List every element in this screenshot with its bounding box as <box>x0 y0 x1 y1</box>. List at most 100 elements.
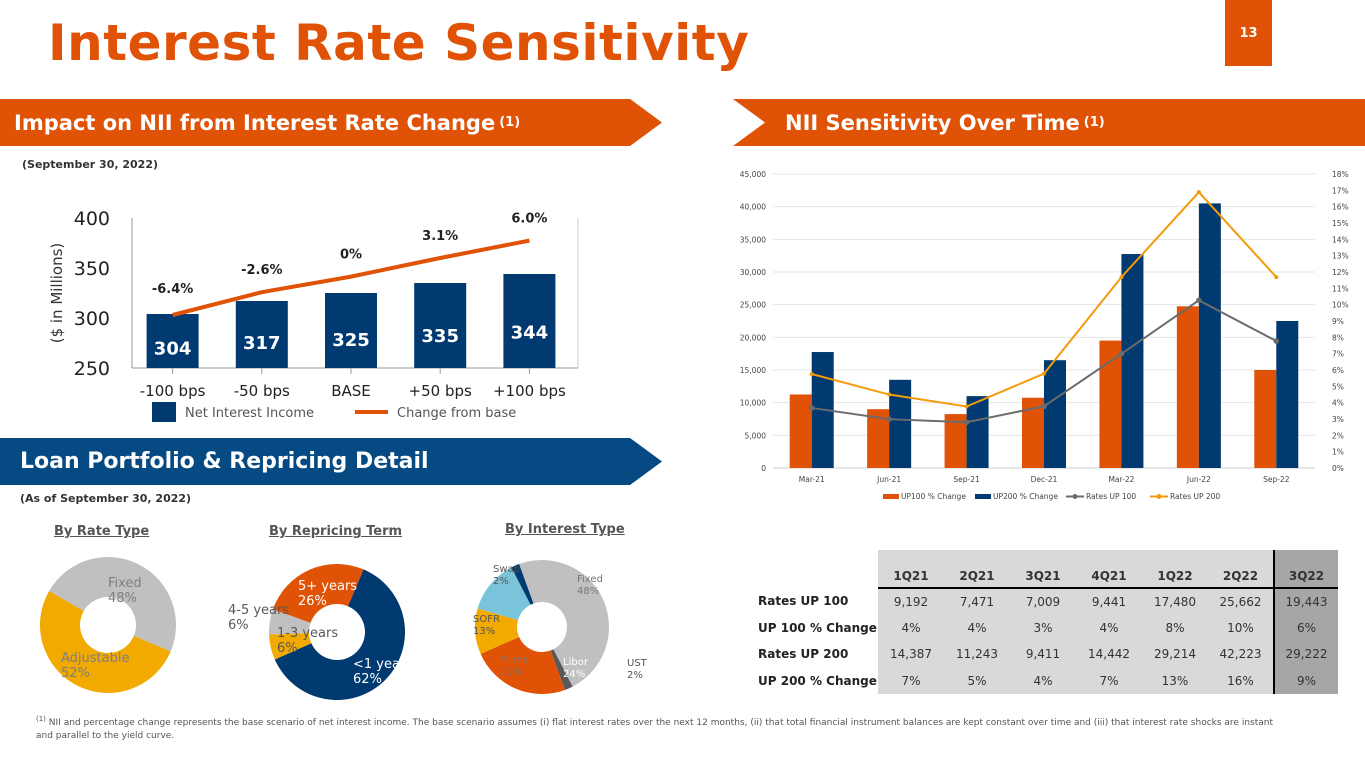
right-tick-label: 2% <box>1332 431 1344 440</box>
table-cell: 16% <box>1208 667 1274 694</box>
y-tick-label: 350 <box>74 258 110 280</box>
change-label: 0% <box>340 248 362 263</box>
column-header: 2Q22 <box>1208 550 1274 589</box>
banner-text: Loan Portfolio & Repricing Detail <box>20 449 429 474</box>
footnote-marker: (1) <box>36 715 46 723</box>
left-tick-label: 0 <box>761 464 766 473</box>
x-tick-label: Mar-22 <box>1108 475 1134 484</box>
rates-up100-point <box>808 405 815 411</box>
change-label: 6.0% <box>511 212 547 227</box>
y-tick-label: 300 <box>74 308 110 330</box>
slice-value: 48% <box>108 591 137 606</box>
footnote-text: NII and percentage change represents the… <box>36 718 1274 741</box>
x-tick-label: +50 bps <box>409 382 472 400</box>
left-tick-label: 20,000 <box>740 333 766 342</box>
pie-title-rate-type: By Rate Type <box>54 524 150 539</box>
legend-label: UP100 % Change <box>901 492 966 501</box>
table-cell: 8% <box>1142 614 1208 641</box>
left-tick-label: 40,000 <box>740 203 766 212</box>
sensitivity-table: 1Q21 2Q21 3Q21 4Q21 1Q22 2Q22 3Q22 Rates… <box>750 550 1338 694</box>
interest-type-donut: Fixed48%UST2%Libor24%Prime11%SOFR13%Swap… <box>473 560 648 694</box>
slice-value: 2% <box>627 670 643 681</box>
row-label: Rates UP 100 <box>750 588 878 615</box>
slice-label: Adjustable <box>61 651 129 666</box>
slice-value: 52% <box>61 666 90 681</box>
table-cell: 7,009 <box>1010 588 1076 615</box>
legend-label: UP200 % Change <box>993 492 1058 501</box>
table-cell: 3% <box>1010 614 1076 641</box>
date-note: (September 30, 2022) <box>22 158 159 171</box>
column-header: 4Q21 <box>1076 550 1142 589</box>
table-cell: 9% <box>1273 667 1338 694</box>
slice-value: 11% <box>500 667 522 678</box>
up100-pct-bar <box>1254 370 1277 468</box>
rates-up100-point <box>886 416 892 422</box>
table-cell: 9,441 <box>1076 588 1142 615</box>
donut-slice <box>269 609 311 635</box>
left-tick-label: 35,000 <box>740 235 766 244</box>
page-title: Interest Rate Sensitivity <box>48 14 750 72</box>
left-tick-label: 25,000 <box>740 301 766 310</box>
column-header: 3Q21 <box>1010 550 1076 589</box>
table-cell: 7% <box>878 667 944 694</box>
slice-label: Libor <box>563 657 589 668</box>
x-tick-label: Dec-21 <box>1031 475 1058 484</box>
column-header: 1Q22 <box>1142 550 1208 589</box>
table-cell: 4% <box>878 614 944 641</box>
nii-bar <box>235 301 288 368</box>
change-from-base-line <box>172 238 530 317</box>
x-tick-label: Sep-22 <box>1263 475 1290 484</box>
right-tick-label: 10% <box>1332 301 1349 310</box>
banner-text: NII Sensitivity Over Time <box>785 110 1080 135</box>
slice-value: 48% <box>577 586 599 597</box>
footnote-ref: (1) <box>1083 115 1105 130</box>
legend-label-nii: Net Interest Income <box>185 406 314 421</box>
y-tick-label: 250 <box>74 358 110 380</box>
table-cell: 4% <box>1010 667 1076 694</box>
donut-slice <box>550 649 573 690</box>
slice-label: Swap <box>493 564 520 575</box>
slice-label: UST <box>627 658 648 669</box>
left-tick-label: 30,000 <box>740 268 766 277</box>
footnote-ref: (1) <box>499 115 521 130</box>
nii-bar <box>146 314 199 368</box>
table-cell: 6% <box>1273 614 1338 641</box>
table-header-row: 1Q21 2Q21 3Q21 4Q21 1Q22 2Q22 3Q22 <box>750 550 1338 589</box>
table-row: Rates UP 100 9,192 7,471 7,009 9,441 17,480 25… <box>750 588 1338 615</box>
slice-label: Fixed <box>108 576 142 591</box>
nii-bar <box>503 274 556 368</box>
x-tick-label: +100 bps <box>493 382 566 400</box>
bar-value-label: 335 <box>421 326 459 347</box>
rates-up100-point <box>963 419 970 426</box>
table-cell: 5% <box>944 667 1010 694</box>
right-tick-label: 16% <box>1332 203 1349 212</box>
up100-pct-bar <box>1176 306 1199 468</box>
row-label: UP 100 % Change <box>750 614 878 641</box>
change-label: 3.1% <box>422 229 458 244</box>
legend-marker <box>1156 494 1162 499</box>
x-tick-label: -50 bps <box>234 382 290 400</box>
table-corner <box>750 550 878 588</box>
column-header: 2Q21 <box>944 550 1010 589</box>
nii-bar <box>325 293 377 368</box>
rates-up200-point <box>1196 190 1201 195</box>
x-tick-label: BASE <box>331 382 371 400</box>
table-cell: 17,480 <box>1142 588 1208 615</box>
right-tick-label: 7% <box>1332 350 1344 359</box>
x-tick-label: Jun-21 <box>876 475 901 484</box>
table-cell: 7% <box>1076 667 1142 694</box>
donut-slice <box>519 560 609 687</box>
legend-label: Rates UP 200 <box>1170 492 1220 501</box>
left-tick-label: 15,000 <box>740 366 766 375</box>
bar-value-label: 344 <box>511 322 549 343</box>
right-tick-label: 8% <box>1332 333 1344 342</box>
table-row: UP 200 % Change 7% 5% 4% 7% 13% 16% 9% <box>750 667 1338 694</box>
table-row: Rates UP 200 14,387 11,243 9,411 14,442 29,21… <box>750 641 1338 668</box>
table-cell: 10% <box>1208 614 1274 641</box>
right-tick-label: 11% <box>1332 284 1349 293</box>
table-cell: 9,192 <box>878 588 944 615</box>
table-cell: 13% <box>1142 667 1208 694</box>
change-label: -6.4% <box>152 282 193 297</box>
left-tick-label: 10,000 <box>740 399 766 408</box>
